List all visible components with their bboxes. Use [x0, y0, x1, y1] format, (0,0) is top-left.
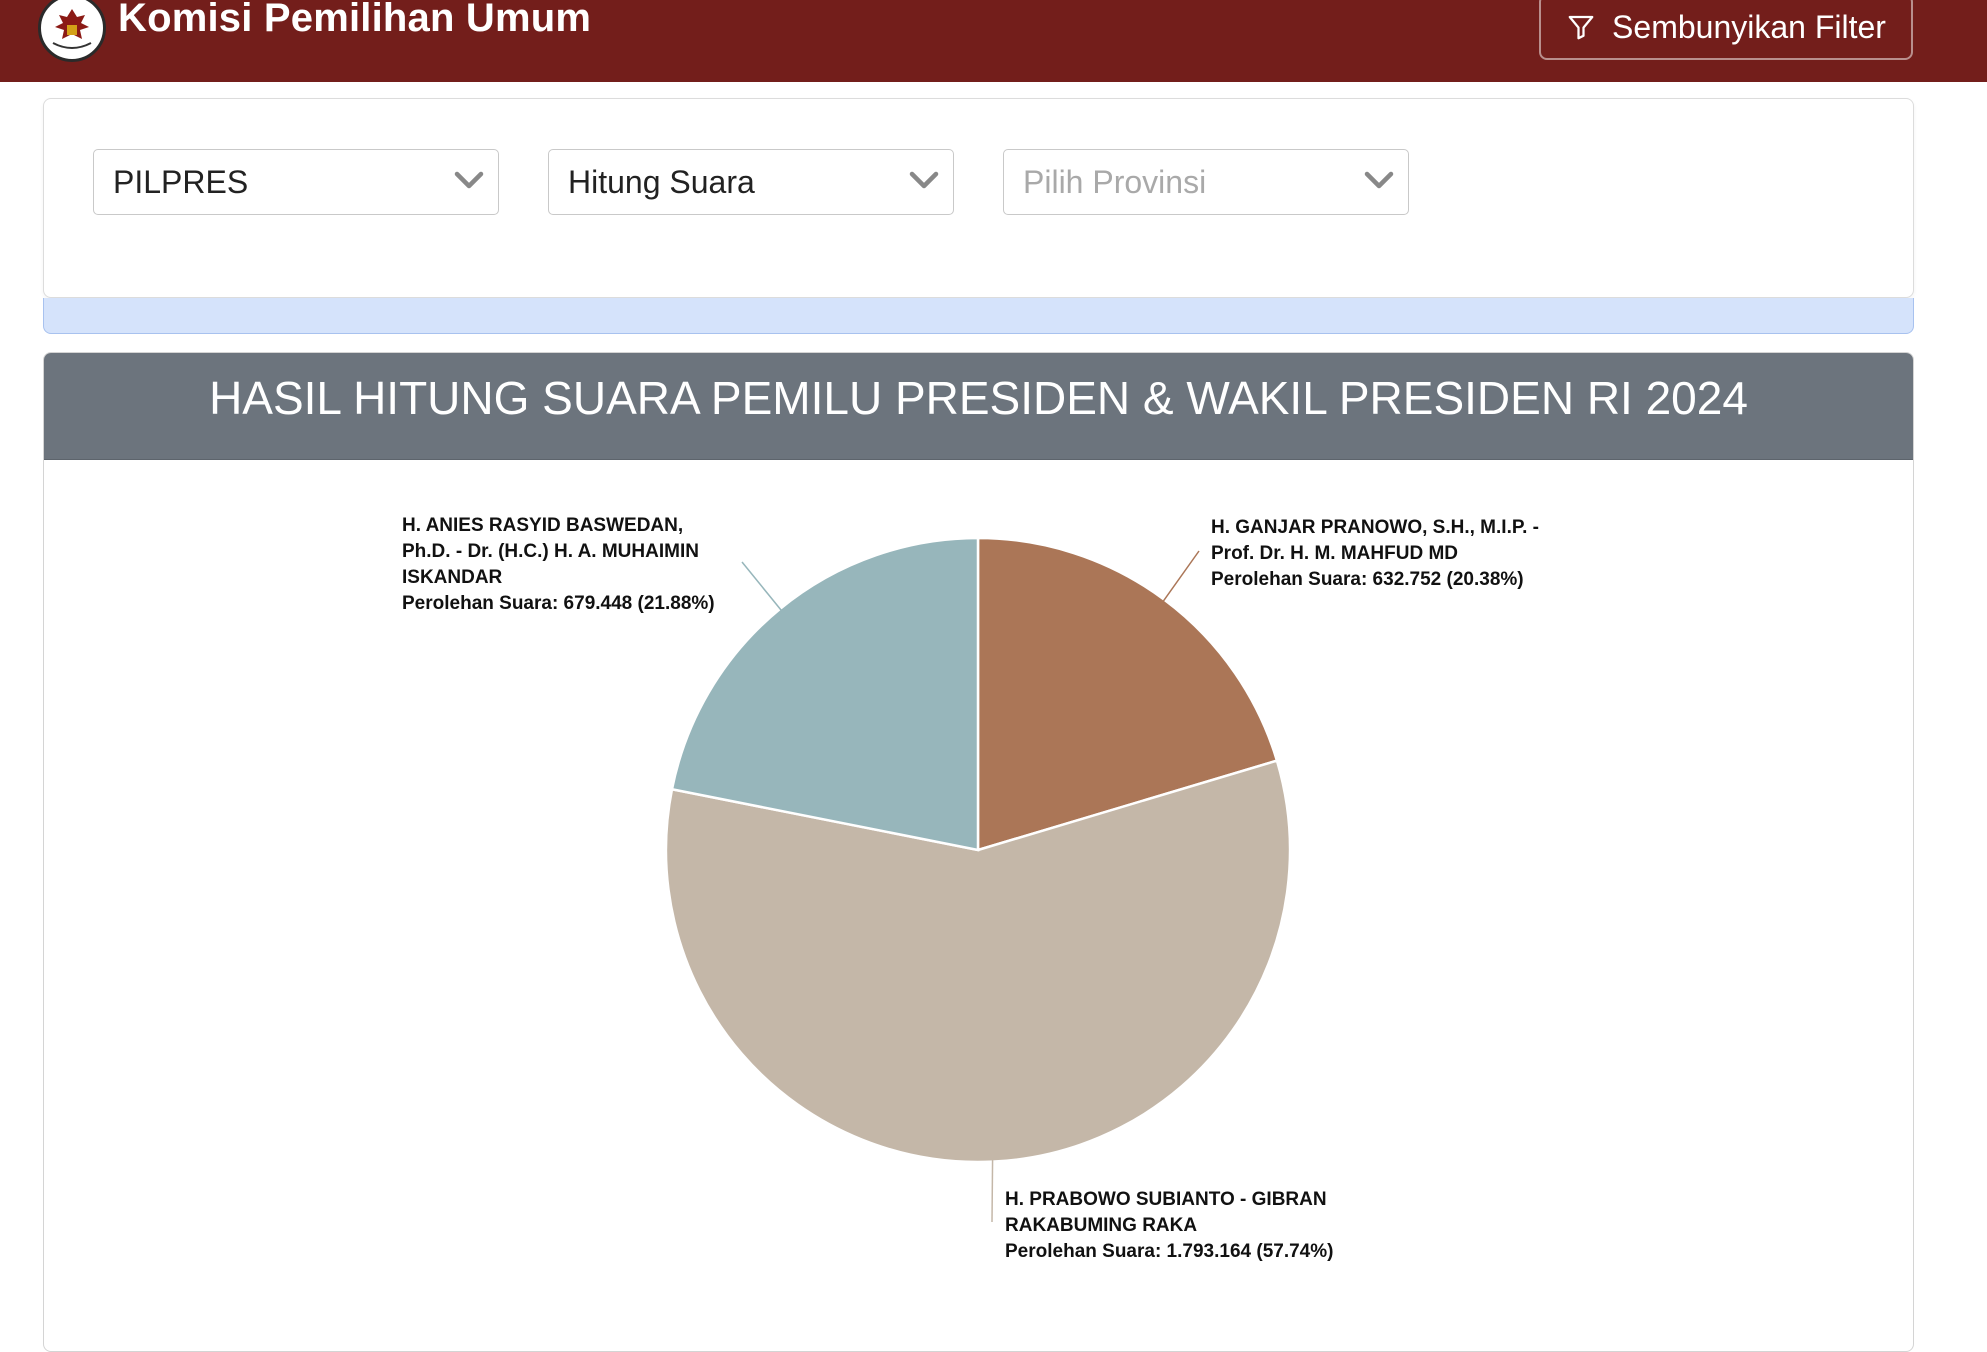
filter-panel: PILPRES Hitung Suara Pilih Provinsi — [43, 98, 1914, 298]
filter-icon — [1568, 15, 1594, 40]
kpu-logo[interactable] — [38, 0, 106, 62]
result-title: HASIL HITUNG SUARA PEMILU PRESIDEN & WAK… — [209, 372, 1748, 424]
election-type-value: PILPRES — [113, 164, 249, 200]
app-title: Komisi Pemilihan Umum — [118, 0, 592, 40]
result-card: HASIL HITUNG SUARA PEMILU PRESIDEN & WAK… — [43, 352, 1914, 1352]
hide-filter-button[interactable]: Sembunyikan Filter — [1539, 0, 1913, 60]
data-type-value: Hitung Suara — [568, 164, 755, 200]
election-type-select[interactable]: PILPRES — [93, 149, 499, 215]
chevron-down-icon — [1364, 171, 1394, 189]
hide-filter-label: Sembunyikan Filter — [1612, 8, 1886, 45]
info-strip — [43, 298, 1914, 334]
province-select[interactable]: Pilih Provinsi — [1003, 149, 1409, 215]
province-placeholder: Pilih Provinsi — [1023, 164, 1207, 200]
chevron-down-icon — [909, 171, 939, 189]
top-navbar: Komisi Pemilihan Umum Sembunyikan Filter — [0, 0, 1987, 82]
result-header: HASIL HITUNG SUARA PEMILU PRESIDEN & WAK… — [44, 353, 1913, 460]
data-type-select[interactable]: Hitung Suara — [548, 149, 954, 215]
chevron-down-icon — [454, 171, 484, 189]
